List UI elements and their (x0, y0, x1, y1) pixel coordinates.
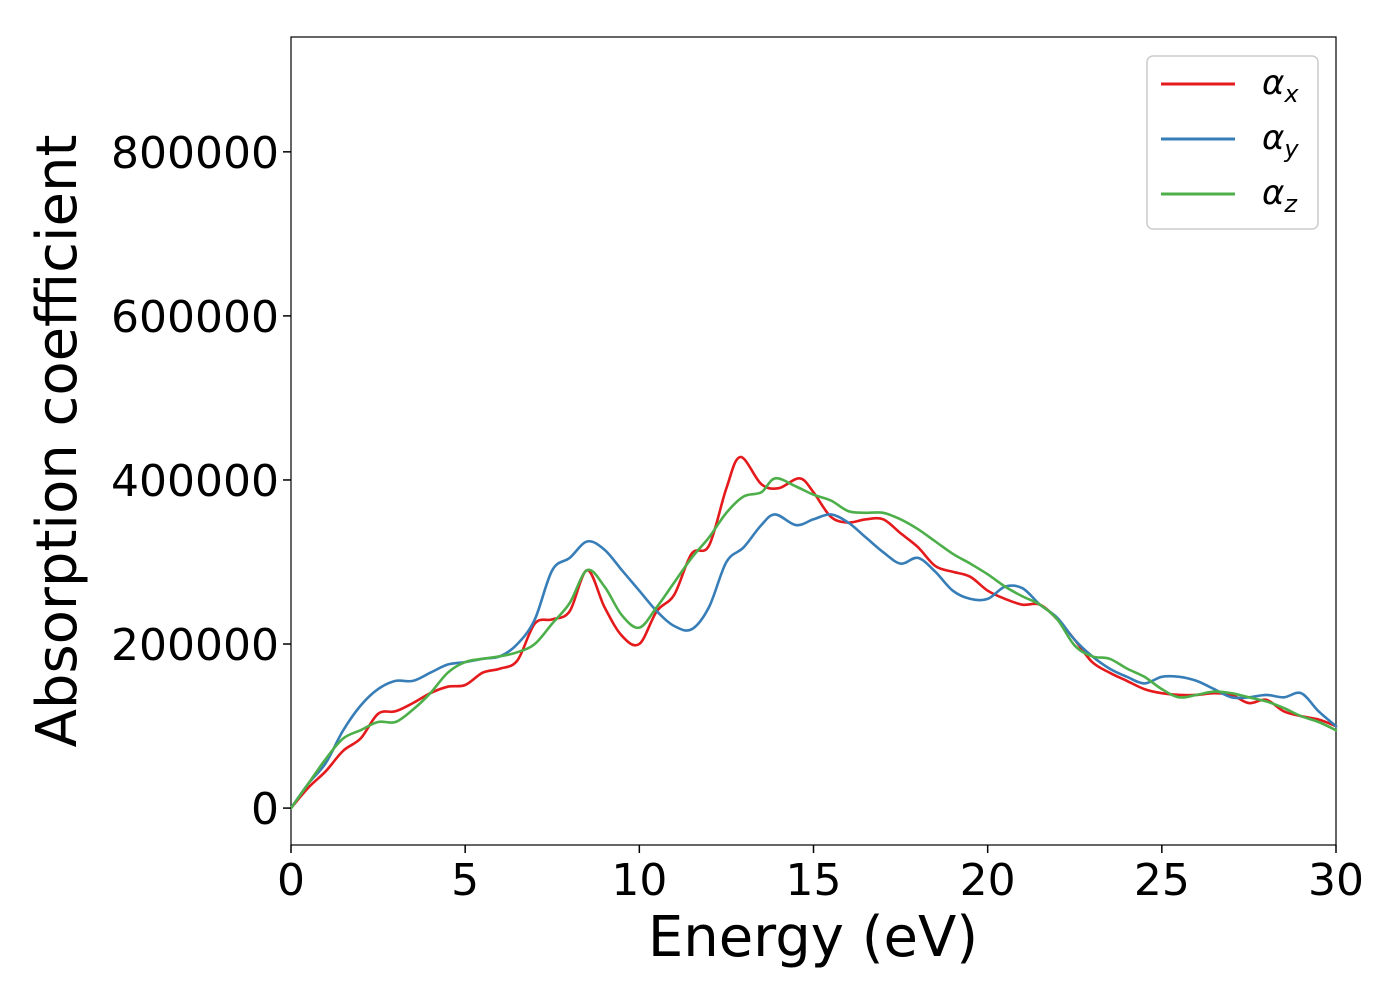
x-tick-label: 0 (277, 855, 305, 906)
y-tick-label: 200000 (111, 620, 279, 671)
x-tick-label: 15 (786, 855, 842, 906)
y-tick-label: 400000 (111, 456, 279, 507)
x-axis-label: Energy (eV) (648, 905, 978, 970)
y-tick-label: 800000 (111, 128, 279, 179)
x-tick-label: 30 (1308, 855, 1364, 906)
x-tick-label: 20 (960, 855, 1016, 906)
x-axis-ticks: 0 5 10 15 20 25 30 (277, 845, 1364, 906)
legend-label-y: αy (1262, 118, 1299, 163)
legend-frame (1146, 55, 1319, 230)
series-line-z (289, 476, 1338, 810)
x-tick-label: 10 (611, 855, 667, 906)
y-axis-ticks: 0 200000 400000 600000 800000 (111, 128, 291, 835)
y-tick-label: 600000 (111, 292, 279, 343)
y-tick-label: 0 (251, 784, 279, 835)
series-line-x (289, 455, 1338, 810)
series-layer (289, 455, 1338, 810)
x-tick-label: 5 (451, 855, 479, 906)
legend-label-z: αz (1262, 173, 1298, 218)
legend-items: αx αy αz (1161, 63, 1299, 218)
legend-label-x: αx (1262, 63, 1299, 108)
x-tick-label: 25 (1134, 855, 1190, 906)
y-axis-label: Absorption coefficient (25, 135, 90, 748)
legend: αx αy αz (1146, 55, 1319, 230)
